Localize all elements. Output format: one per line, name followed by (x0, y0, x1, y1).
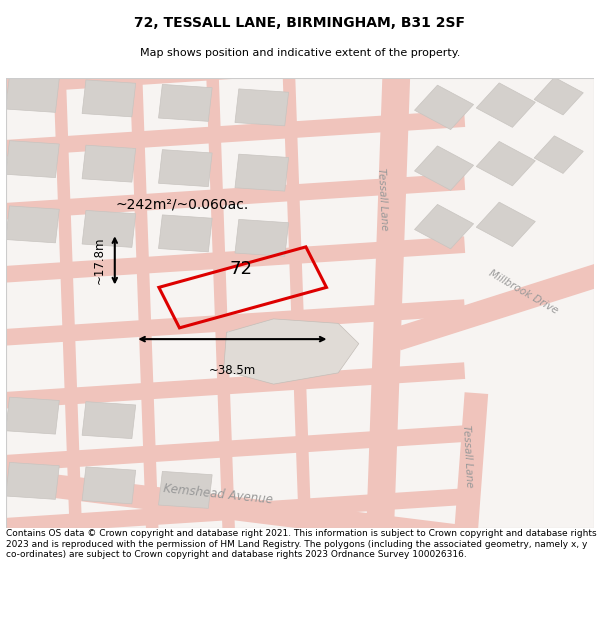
Polygon shape (235, 89, 289, 126)
Polygon shape (476, 141, 535, 186)
Polygon shape (534, 78, 583, 115)
Polygon shape (5, 462, 59, 499)
Text: Kemshead Avenue: Kemshead Avenue (163, 482, 273, 507)
Polygon shape (224, 319, 359, 384)
Polygon shape (415, 146, 473, 191)
Polygon shape (235, 154, 289, 191)
Text: Map shows position and indicative extent of the property.: Map shows position and indicative extent… (140, 48, 460, 58)
Polygon shape (235, 219, 289, 256)
Polygon shape (5, 206, 59, 243)
Polygon shape (5, 141, 59, 177)
Polygon shape (476, 83, 535, 127)
Polygon shape (82, 402, 136, 439)
Polygon shape (158, 84, 212, 121)
Polygon shape (82, 467, 136, 504)
Polygon shape (5, 76, 59, 112)
Text: Tessall Lane: Tessall Lane (461, 424, 474, 488)
Text: 72: 72 (230, 261, 253, 278)
Polygon shape (476, 202, 535, 247)
Polygon shape (415, 85, 473, 129)
Polygon shape (82, 211, 136, 248)
Text: Millbrook Drive: Millbrook Drive (487, 268, 560, 316)
Polygon shape (158, 471, 212, 508)
Polygon shape (158, 215, 212, 252)
Polygon shape (82, 145, 136, 182)
Text: ~38.5m: ~38.5m (209, 364, 256, 377)
Polygon shape (82, 80, 136, 117)
Polygon shape (534, 136, 583, 173)
Text: 72, TESSALL LANE, BIRMINGHAM, B31 2SF: 72, TESSALL LANE, BIRMINGHAM, B31 2SF (134, 16, 466, 29)
Polygon shape (415, 204, 473, 249)
Polygon shape (158, 149, 212, 187)
Text: ~242m²/~0.060ac.: ~242m²/~0.060ac. (116, 197, 249, 211)
Text: Contains OS data © Crown copyright and database right 2021. This information is : Contains OS data © Crown copyright and d… (6, 529, 596, 559)
Text: Tessall Lane: Tessall Lane (376, 168, 389, 231)
Polygon shape (5, 397, 59, 434)
Text: ~17.8m: ~17.8m (93, 237, 106, 284)
